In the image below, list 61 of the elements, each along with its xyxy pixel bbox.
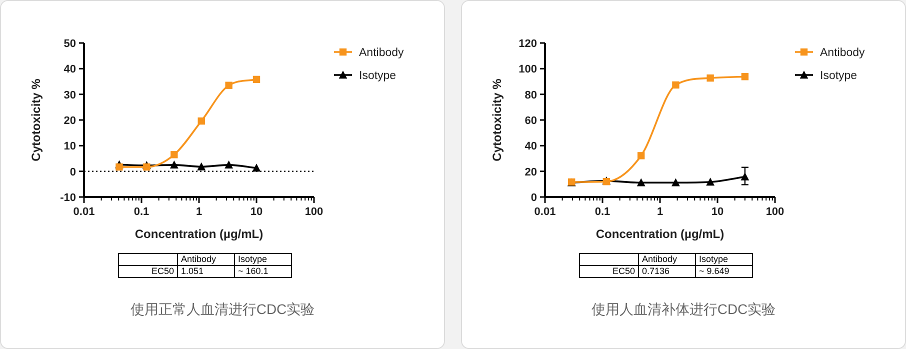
x-axis-title: Concentration (µg/mL) — [134, 227, 264, 241]
point — [706, 178, 715, 186]
x-tick-label: 1 — [656, 206, 664, 218]
text: 0.7136 — [638, 266, 696, 278]
point — [706, 74, 714, 82]
point — [252, 164, 261, 172]
y-tick-label: 100 — [518, 64, 537, 76]
x-tick-label: 10 — [250, 206, 263, 218]
point — [170, 151, 178, 158]
point — [225, 82, 232, 89]
y-tick-label: 80 — [524, 89, 537, 102]
y-tick-label: 20 — [64, 115, 76, 127]
text: Antibody — [178, 254, 234, 266]
text: Isotype — [234, 254, 292, 266]
text: ~ 9.649 — [696, 266, 752, 278]
text: EC50 — [580, 266, 638, 278]
y-tick-label: 40 — [524, 140, 537, 153]
x-tick-label: 100 — [304, 206, 324, 218]
x-tick-label: 0.01 — [534, 206, 556, 218]
x-tick-label: 0.1 — [134, 206, 150, 218]
text: 1.051 — [178, 266, 234, 278]
point — [252, 76, 260, 84]
x-tick-label: 1 — [196, 206, 202, 218]
x-tick-label: 10 — [711, 206, 724, 218]
y-tick-label: 30 — [64, 89, 76, 102]
point — [637, 152, 645, 160]
text: EC50 — [118, 266, 178, 278]
point — [198, 117, 205, 125]
point — [197, 162, 206, 170]
text: ~ 160.1 — [234, 266, 292, 278]
y-tick-label: -10 — [60, 192, 76, 204]
legend-label: Antibody — [359, 47, 404, 59]
y-tick-label: 20 — [524, 166, 537, 178]
legend-label: Isotype — [359, 70, 396, 82]
point — [636, 178, 646, 186]
text: 使用正常人血清进行CDC实验 — [129, 301, 316, 319]
point — [170, 160, 178, 169]
y-axis-title: Cytotoxicity % — [490, 78, 504, 162]
legend-label: Isotype — [820, 70, 858, 82]
y-tick-label: 0 — [530, 192, 537, 204]
point — [224, 160, 234, 169]
point — [672, 178, 680, 186]
point — [741, 73, 749, 80]
y-axis-title: Cytotoxicity % — [29, 78, 43, 162]
y-tick-label: 50 — [64, 38, 76, 50]
x-tick-label: 100 — [766, 206, 784, 218]
y-tick-label: 0 — [70, 166, 76, 178]
y-tick-label: 40 — [64, 64, 76, 76]
point — [672, 81, 680, 89]
y-tick-label: 120 — [518, 38, 537, 50]
text: Isotype — [696, 254, 752, 266]
text: Antibody — [638, 254, 696, 266]
x-axis-title: Concentration (µg/mL) — [596, 227, 724, 241]
x-tick-label: 0.01 — [73, 206, 95, 218]
x-tick-label: 0.1 — [594, 206, 610, 218]
y-tick-label: 10 — [64, 140, 76, 153]
text: 使用人血清补体进行CDC实验 — [590, 301, 777, 319]
legend-label: Antibody — [820, 47, 866, 59]
y-tick-label: 60 — [524, 115, 537, 127]
point — [740, 172, 750, 180]
point — [116, 163, 123, 171]
